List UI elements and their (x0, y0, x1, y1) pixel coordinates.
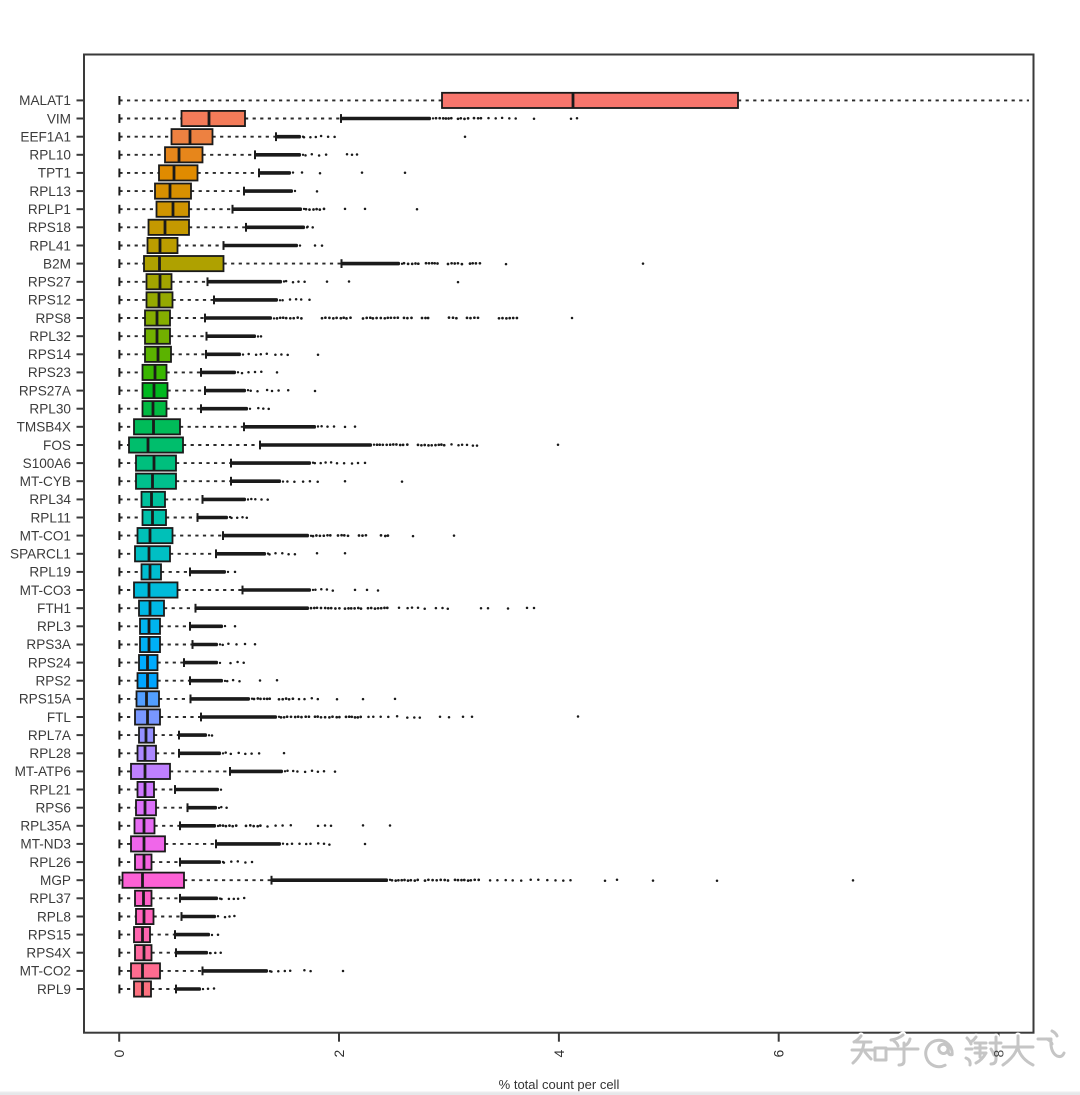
svg-text:RPL13: RPL13 (29, 184, 71, 199)
svg-text:RPS24: RPS24 (28, 655, 72, 670)
svg-text:RPL34: RPL34 (29, 492, 71, 507)
svg-text:RPL8: RPL8 (37, 909, 71, 924)
svg-text:MGP: MGP (40, 873, 71, 888)
svg-text:S100A6: S100A6 (23, 456, 71, 471)
svg-text:MT-CO2: MT-CO2 (20, 964, 71, 979)
svg-text:VIM: VIM (47, 111, 71, 126)
svg-text:RPS6: RPS6 (35, 801, 71, 816)
svg-text:RPL37: RPL37 (29, 891, 71, 906)
svg-text:RPL35A: RPL35A (20, 819, 72, 834)
svg-text:0: 0 (111, 1049, 127, 1057)
svg-text:MT-ATP6: MT-ATP6 (15, 764, 71, 779)
svg-text:RPL21: RPL21 (29, 782, 71, 797)
svg-text:MT-ND3: MT-ND3 (20, 837, 71, 852)
svg-text:B2M: B2M (43, 256, 71, 271)
svg-text:TPT1: TPT1 (38, 166, 71, 181)
svg-text:RPS3A: RPS3A (26, 637, 72, 652)
svg-text:RPS18: RPS18 (28, 220, 71, 235)
svg-text:RPL41: RPL41 (29, 238, 71, 253)
svg-text:RPS15: RPS15 (28, 927, 71, 942)
svg-text:RPL32: RPL32 (29, 329, 71, 344)
svg-text:RPS27: RPS27 (28, 275, 71, 290)
svg-text:RPS14: RPS14 (28, 347, 72, 362)
svg-text:6: 6 (771, 1049, 787, 1057)
svg-text:RPL30: RPL30 (29, 402, 71, 417)
svg-text:TMSB4X: TMSB4X (17, 420, 71, 435)
svg-text:FTH1: FTH1 (37, 601, 71, 616)
svg-text:EEF1A1: EEF1A1 (20, 130, 71, 145)
svg-text:RPS4X: RPS4X (26, 946, 71, 961)
svg-text:RPL9: RPL9 (37, 982, 71, 997)
svg-text:RPL26: RPL26 (29, 855, 71, 870)
svg-text:RPS2: RPS2 (35, 674, 71, 689)
svg-text:RPL28: RPL28 (29, 746, 71, 761)
svg-text:MT-CO1: MT-CO1 (20, 528, 71, 543)
svg-text:RPS15A: RPS15A (19, 692, 72, 707)
svg-text:RPLP1: RPLP1 (28, 202, 71, 217)
svg-text:SPARCL1: SPARCL1 (10, 547, 71, 562)
svg-text:2: 2 (331, 1049, 347, 1057)
svg-text:RPS8: RPS8 (35, 311, 71, 326)
svg-text:RPL3: RPL3 (37, 619, 71, 634)
svg-text:RPS27A: RPS27A (19, 383, 72, 398)
svg-text:8: 8 (991, 1049, 1007, 1057)
svg-text:RPS23: RPS23 (28, 365, 71, 380)
svg-text:MT-CO3: MT-CO3 (20, 583, 71, 598)
svg-text:MT-CYB: MT-CYB (20, 474, 71, 489)
svg-text:RPS12: RPS12 (28, 293, 71, 308)
svg-text:4: 4 (551, 1049, 567, 1057)
svg-text:FTL: FTL (47, 710, 72, 725)
svg-text:% total count per cell: % total count per cell (499, 1077, 620, 1092)
svg-text:RPL19: RPL19 (29, 565, 71, 580)
svg-text:RPL11: RPL11 (30, 510, 71, 525)
svg-text:RPL7A: RPL7A (28, 728, 72, 743)
svg-text:RPL10: RPL10 (29, 148, 71, 163)
svg-text:FOS: FOS (43, 438, 71, 453)
svg-text:MALAT1: MALAT1 (19, 93, 71, 108)
